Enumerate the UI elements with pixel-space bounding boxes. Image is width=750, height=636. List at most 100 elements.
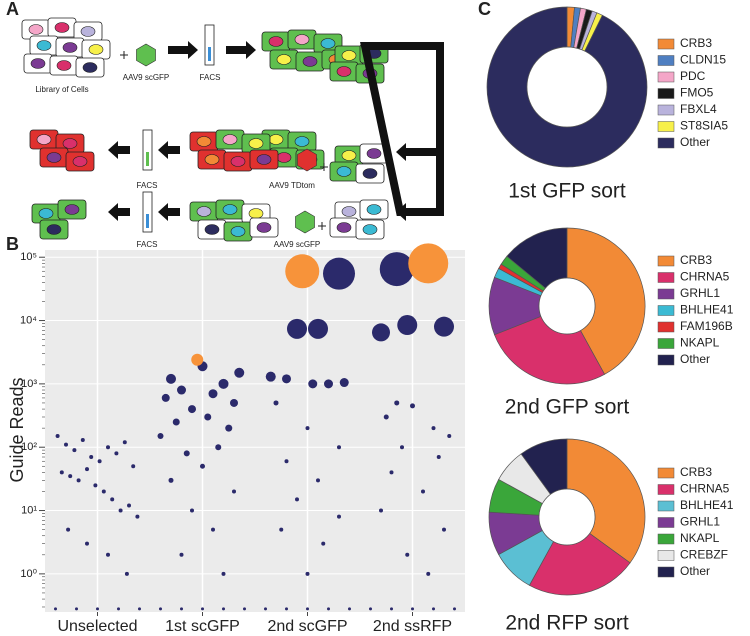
data-point xyxy=(436,455,441,460)
nucleus xyxy=(222,204,238,215)
legend-label: Other xyxy=(680,352,710,366)
legend-label: CRB3 xyxy=(680,36,712,50)
nucleus xyxy=(204,154,220,165)
legend-swatch xyxy=(657,71,675,83)
legend-label: Other xyxy=(680,564,710,578)
data-point xyxy=(372,323,390,342)
nucleus xyxy=(294,34,310,45)
data-point xyxy=(273,400,279,406)
data-point xyxy=(59,470,64,475)
diagram-label: FACS xyxy=(137,240,158,249)
arrow xyxy=(226,41,256,59)
data-point xyxy=(106,552,110,557)
nucleus xyxy=(336,66,352,77)
arrow xyxy=(158,203,180,221)
data-point xyxy=(201,607,204,611)
pie-hole xyxy=(526,46,608,128)
pie-hole xyxy=(538,277,596,335)
data-point xyxy=(390,607,393,611)
data-point xyxy=(135,514,140,519)
legend-label: CLDN15 xyxy=(680,53,726,67)
legend-swatch xyxy=(657,121,675,132)
nucleus xyxy=(196,136,212,147)
legend-label: FBXL4 xyxy=(680,102,717,116)
plot-background xyxy=(45,250,465,612)
virus xyxy=(297,148,317,172)
data-point xyxy=(234,367,245,378)
arrow xyxy=(108,203,130,221)
data-point xyxy=(323,257,355,290)
legend-swatch xyxy=(657,104,675,116)
data-point xyxy=(172,418,180,426)
legend-label: CRB3 xyxy=(680,465,712,479)
legend-swatch xyxy=(657,354,675,366)
nucleus xyxy=(196,206,212,217)
data-point xyxy=(434,316,454,337)
pie-title: 2nd GFP sort xyxy=(505,396,630,419)
data-point xyxy=(200,463,205,469)
y-tick-label: 10⁰ xyxy=(20,568,37,580)
data-point xyxy=(369,607,372,611)
legend-swatch xyxy=(657,467,675,479)
data-point xyxy=(308,318,328,339)
panel-label: C xyxy=(478,0,491,19)
data-point xyxy=(124,571,129,576)
legend-label: CHRNA5 xyxy=(680,270,730,284)
data-point xyxy=(72,448,77,453)
data-point xyxy=(177,385,186,395)
legend-label: BHLHE41 xyxy=(680,303,734,317)
y-tick-label: 10¹ xyxy=(21,504,37,516)
nucleus xyxy=(256,154,272,165)
data-point xyxy=(225,424,233,432)
data-point xyxy=(68,474,73,479)
nucleus xyxy=(366,204,382,215)
arrow xyxy=(168,41,198,59)
data-point xyxy=(183,450,190,457)
x-tick-label: 1st scGFP xyxy=(165,618,240,635)
data-point xyxy=(327,607,330,611)
nucleus xyxy=(336,222,352,233)
data-point xyxy=(295,497,299,502)
legend-swatch xyxy=(657,288,675,300)
data-point xyxy=(285,254,320,289)
tube xyxy=(204,24,215,66)
data-point xyxy=(230,398,238,407)
nucleus xyxy=(341,50,357,61)
x-tick-label: Unselected xyxy=(57,618,137,635)
virus xyxy=(295,210,315,234)
data-point xyxy=(110,497,115,502)
data-point xyxy=(442,527,446,532)
data-point xyxy=(54,607,57,611)
legend-swatch xyxy=(657,500,675,512)
data-point xyxy=(161,393,170,402)
data-point xyxy=(127,503,131,508)
nucleus xyxy=(54,22,70,33)
data-point xyxy=(339,378,349,388)
legend-label: FAM196B xyxy=(680,319,733,333)
legend-label: CRB3 xyxy=(680,253,712,267)
nucleus xyxy=(294,136,310,147)
data-point xyxy=(285,607,288,611)
data-point xyxy=(168,477,174,483)
nucleus xyxy=(276,54,292,65)
nucleus xyxy=(276,152,292,163)
nucleus xyxy=(248,208,264,219)
nucleus xyxy=(230,226,246,237)
nucleus xyxy=(62,42,78,53)
legend-swatch xyxy=(657,255,675,267)
nucleus xyxy=(256,222,272,233)
data-point xyxy=(379,252,414,287)
nucleus xyxy=(268,36,284,47)
pie-title: 2nd RFP sort xyxy=(505,612,628,635)
data-point xyxy=(421,489,425,494)
data-point xyxy=(264,607,267,611)
nucleus xyxy=(36,40,52,51)
nucleus xyxy=(341,206,357,217)
arrow xyxy=(158,141,180,159)
data-point xyxy=(411,607,414,611)
data-point xyxy=(89,455,94,460)
nucleus xyxy=(248,138,264,149)
legend-label: GRHL1 xyxy=(680,286,720,300)
data-point xyxy=(93,483,98,488)
